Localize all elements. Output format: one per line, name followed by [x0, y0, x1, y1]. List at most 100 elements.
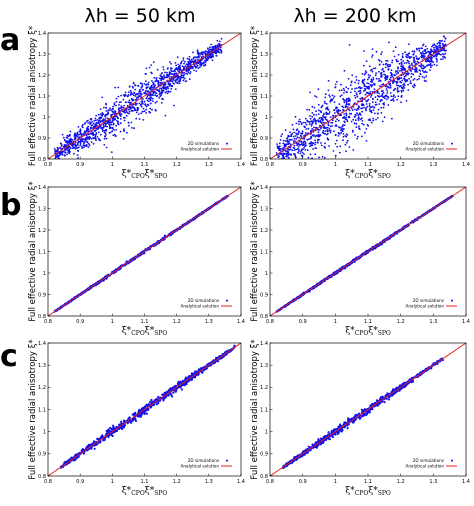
data-point	[405, 55, 408, 58]
data-point	[323, 145, 326, 148]
data-point	[112, 122, 115, 125]
data-point	[404, 81, 407, 83]
data-point	[374, 67, 377, 70]
data-point	[195, 70, 198, 72]
data-point	[190, 58, 193, 61]
data-point	[154, 80, 157, 83]
data-point	[289, 143, 292, 146]
x-axis-label-part: CPO	[131, 330, 145, 337]
data-point	[102, 120, 104, 123]
data-point	[83, 144, 86, 147]
data-point	[296, 136, 299, 139]
data-point	[134, 99, 137, 101]
data-point	[355, 126, 358, 129]
data-point	[384, 74, 387, 76]
data-point	[109, 131, 112, 134]
data-point	[392, 89, 395, 92]
data-point	[79, 143, 82, 145]
x-axis-label-part: CPO	[131, 173, 145, 180]
data-point	[306, 138, 309, 141]
data-point	[175, 64, 178, 67]
data-point	[99, 113, 102, 115]
data-point	[177, 63, 180, 66]
data-point	[128, 112, 130, 115]
data-point	[409, 82, 412, 85]
data-point	[87, 142, 90, 145]
data-point	[386, 98, 388, 101]
data-point	[395, 60, 398, 63]
data-point	[329, 125, 332, 128]
data-point	[141, 82, 143, 85]
data-point	[333, 95, 336, 98]
data-point	[104, 125, 107, 128]
data-point	[100, 127, 103, 129]
data-point	[182, 59, 185, 61]
data-point	[304, 117, 307, 120]
data-point	[85, 145, 88, 148]
data-point	[200, 65, 203, 67]
data-point	[125, 114, 128, 117]
data-point	[402, 87, 404, 90]
data-point	[206, 47, 209, 50]
data-point	[123, 119, 126, 122]
data-point	[416, 60, 419, 63]
data-point	[392, 77, 395, 79]
data-point	[176, 81, 178, 84]
data-point	[99, 121, 102, 124]
data-point	[406, 53, 408, 56]
data-point	[183, 67, 186, 70]
data-point	[356, 95, 359, 98]
data-point	[314, 122, 317, 124]
data-point	[369, 106, 372, 109]
data-point	[285, 155, 288, 158]
data-point	[361, 100, 363, 103]
data-point	[290, 153, 292, 156]
data-point	[353, 122, 356, 125]
data-point	[423, 66, 426, 69]
data-point	[158, 89, 161, 92]
data-point	[310, 125, 313, 127]
data-point	[317, 109, 320, 112]
data-point	[135, 93, 137, 96]
data-point	[324, 130, 327, 133]
data-point	[167, 82, 170, 85]
x-axis-label-part: ξ*	[345, 169, 355, 179]
data-point	[442, 53, 444, 55]
data-point	[303, 140, 306, 143]
data-point	[433, 63, 436, 66]
data-point	[277, 156, 280, 159]
data-point	[407, 83, 409, 86]
data-point	[166, 68, 169, 70]
data-point	[334, 107, 337, 110]
data-point	[353, 115, 356, 118]
data-point	[206, 50, 208, 53]
data-point	[424, 49, 427, 52]
data-point	[297, 120, 300, 123]
data-point	[322, 121, 325, 124]
data-point	[186, 57, 189, 60]
data-point	[187, 71, 190, 74]
data-point	[152, 83, 155, 86]
data-point	[286, 139, 289, 142]
data-point	[387, 63, 389, 66]
data-point	[94, 135, 97, 138]
data-point	[342, 124, 344, 126]
data-point	[400, 91, 403, 93]
data-point	[442, 55, 444, 58]
data-point	[413, 56, 416, 59]
data-point	[346, 134, 349, 136]
data-point	[332, 97, 335, 99]
data-point	[286, 154, 289, 157]
data-point	[336, 110, 338, 112]
data-point	[297, 132, 300, 135]
data-point	[303, 153, 305, 155]
x-axis-label-part: SPO	[154, 330, 167, 337]
data-point	[173, 104, 175, 107]
data-point	[74, 143, 76, 146]
data-point	[103, 131, 106, 134]
data-point	[380, 106, 383, 109]
data-point	[368, 118, 371, 121]
data-point	[117, 86, 120, 89]
data-point	[116, 119, 118, 122]
data-point	[122, 98, 125, 101]
